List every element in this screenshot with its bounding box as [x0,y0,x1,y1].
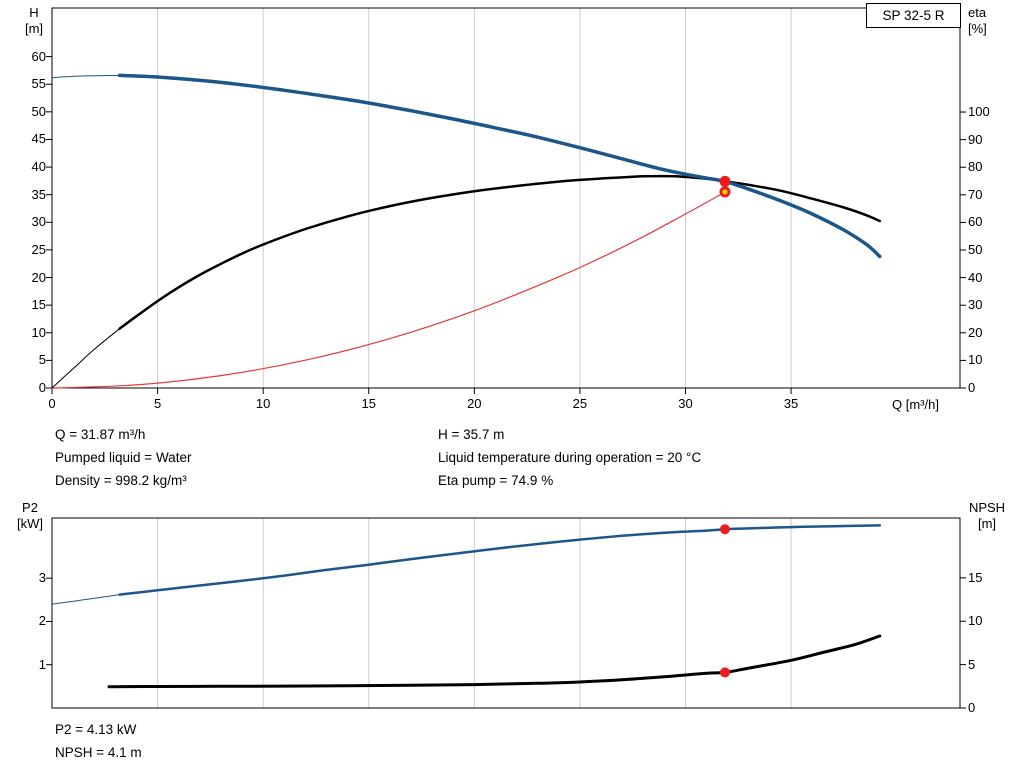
head-curve-min-flow [51,74,120,79]
npsh-axis-symbol: NPSH [968,500,1006,515]
right-axis-tick-label: 40 [968,269,983,285]
x-axis-tick-label: 0 [48,396,56,411]
h-axis-symbol: H [29,5,39,20]
left-axis-tick-label: 35 [31,186,46,202]
x-axis-tick-label: 30 [678,396,693,411]
duty-info-right: H = 35.7 m Liquid temperature during ope… [438,423,701,492]
info-density: Density = 998.2 kg/m³ [55,473,187,488]
operating-point-marker [719,175,731,187]
right-axis-tick-label: 20 [968,324,983,340]
right-axis-tick-label: 60 [968,214,983,230]
npsh-axis-label: NPSH [m] [964,500,1010,532]
left-axis-tick-label: 25 [31,241,46,257]
right-axis-tick-label: 0 [968,700,976,715]
x-axis-tick-label: 35 [783,396,799,411]
right-axis-tick-label: 90 [968,131,983,147]
right-axis-tick-label: 10 [968,352,983,368]
left-axis-tick-label: 30 [31,214,46,230]
x-axis-tick-label: 25 [572,396,588,411]
duty-point-marker-center [722,189,728,195]
npsh-curve [107,634,882,689]
left-axis-tick-label: 3 [38,570,46,586]
left-axis-tick-label: 15 [31,297,46,313]
info-h: H = 35.7 m [438,427,505,442]
h-axis-unit: [m] [24,21,44,36]
left-axis-tick-label: 0 [38,380,46,395]
x-axis-tick-label: 5 [153,396,162,411]
head-curve [117,73,882,259]
right-axis-tick-label: 100 [968,104,990,120]
right-axis-tick-label: 10 [968,613,983,629]
efficiency-curve-min-flow [51,328,120,389]
p2-curve-min-flow [51,594,120,605]
p2-axis-label: P2 [kW] [12,500,48,532]
right-axis-tick-label: 50 [968,242,983,258]
x-axis-tick-label: 10 [255,396,271,411]
left-axis-tick-label: 20 [31,269,46,285]
p2-axis-symbol: P2 [22,500,38,515]
result-info: P2 = 4.13 kW NPSH = 4.1 m [55,718,142,764]
right-axis-tick-label: 0 [968,380,976,395]
q-axis-title: Q [m³/h] [892,397,939,412]
info-npsh: NPSH = 4.1 m [55,745,142,760]
pump-type-badge: SP 32-5 R [866,3,961,28]
npsh-axis-unit: [m] [977,516,997,531]
right-axis-tick-label: 15 [968,569,983,585]
info-eta-pump: Eta pump = 74.9 % [438,473,554,488]
left-axis-tick-label: 5 [38,352,46,368]
plot-frame-1 [51,517,961,709]
left-axis-tick-label: 40 [31,159,46,175]
p2-axis-unit: [kW] [17,516,43,531]
info-q: Q = 31.87 m³/h [55,427,146,442]
left-axis-tick-label: 1 [38,656,46,672]
left-axis-tick-label: 60 [31,48,46,64]
info-liquid-temperature: Liquid temperature during operation = 20… [438,450,702,465]
info-pumped-liquid: Pumped liquid = Water [55,450,192,465]
info-p2: P2 = 4.13 kW [55,722,137,737]
left-axis-tick-label: 50 [31,103,46,119]
left-axis-tick-label: 10 [31,324,46,340]
p2-point-marker [719,524,730,535]
p2-curve [118,524,882,596]
x-axis-tick-label: 20 [467,396,482,411]
right-axis-tick-label: 70 [968,186,983,202]
eta-axis-symbol: eta [968,5,987,20]
right-axis-tick-label: 80 [968,159,983,175]
right-axis-tick-label: 30 [968,297,983,313]
right-axis-tick-label: 5 [968,656,976,672]
system-curve [51,191,726,389]
x-axis-tick-label: 15 [361,396,376,411]
eta-axis-label: eta [%] [968,5,1008,37]
efficiency-curve [118,174,882,330]
npsh-point-marker [719,667,730,678]
duty-info-left: Q = 31.87 m³/h Pumped liquid = Water Den… [55,423,191,492]
left-axis-tick-label: 2 [38,613,46,629]
left-axis-tick-label: 55 [31,76,46,92]
eta-axis-unit: [%] [968,21,987,36]
left-axis-tick-label: 45 [31,131,46,147]
plot-frame-0 [51,7,961,389]
h-axis-label: H [m] [20,5,48,37]
